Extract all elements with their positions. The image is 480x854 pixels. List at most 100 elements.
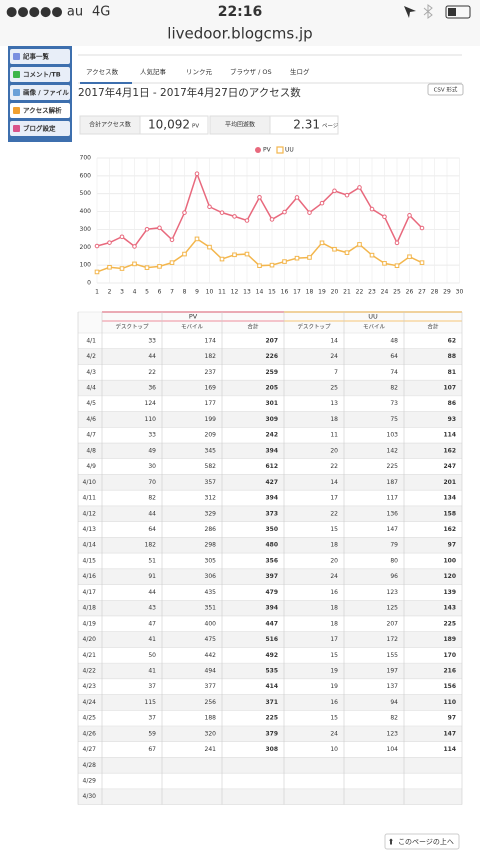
value-cell: 43 (148, 605, 156, 612)
x-tick-label: 26 (406, 289, 414, 296)
x-tick-label: 18 (306, 289, 314, 296)
sidebar-item[interactable] (10, 49, 70, 64)
legend-swatch (255, 147, 261, 153)
value-cell: 142 (387, 447, 399, 454)
value-cell: 13 (330, 400, 338, 407)
value-cell: 81 (448, 369, 456, 376)
sidebar-item[interactable] (10, 67, 70, 82)
value-cell: 516 (265, 636, 278, 643)
value-cell: 134 (443, 495, 456, 502)
group-label: PV (189, 313, 198, 321)
value-cell: 435 (205, 589, 217, 596)
point (419, 225, 425, 231)
row-stripe (78, 568, 462, 585)
summary-label: 平均回遊数 (225, 121, 255, 129)
x-tick-label: 20 (331, 289, 339, 296)
tab[interactable]: リンク元 (186, 68, 213, 76)
point (194, 171, 200, 177)
value-cell: 41 (148, 667, 156, 674)
value-cell: 33 (148, 432, 156, 439)
y-tick-label: 200 (80, 244, 92, 251)
csv-button[interactable] (427, 83, 464, 96)
tab[interactable]: 生ログ (290, 67, 310, 76)
value-cell: 475 (205, 636, 217, 643)
point (244, 218, 250, 223)
row-stripe (78, 631, 462, 648)
url[interactable]: livedoor.blogcms.jp (167, 25, 312, 43)
value-cell: 225 (443, 620, 456, 627)
value-cell: 37 (148, 715, 156, 722)
sidebar-label[interactable]: ブログ設定 (23, 124, 56, 133)
point (94, 243, 100, 249)
value-cell: 24 (330, 353, 338, 360)
x-tick-label: 17 (293, 289, 301, 296)
back-to-top[interactable] (384, 833, 460, 850)
tab[interactable]: 人気記事 (140, 67, 167, 76)
point (394, 240, 400, 246)
x-tick-label: 23 (368, 289, 376, 296)
point (119, 266, 125, 271)
value-cell: 18 (330, 605, 338, 612)
sidebar-label[interactable]: 記事一覧 (23, 52, 50, 61)
x-tick-label: 27 (418, 289, 426, 296)
point (119, 234, 125, 240)
value-cell: 120 (443, 573, 456, 580)
value-cell: 137 (387, 683, 399, 690)
value-cell: 207 (265, 337, 278, 344)
value-cell: 104 (387, 746, 399, 753)
value-cell: 225 (265, 715, 278, 722)
value-cell: 15 (330, 715, 338, 722)
row-stripe (78, 474, 462, 491)
sidebar-label[interactable]: 画像 / ファイル (23, 88, 69, 97)
column-label: モバイル (363, 324, 386, 331)
row-stripe (78, 443, 462, 459)
value-cell: 103 (387, 432, 399, 439)
sidebar-item[interactable] (10, 103, 70, 118)
sidebar-label[interactable]: アクセス解析 (23, 106, 62, 115)
value-cell: 216 (443, 667, 456, 674)
x-tick-label: 24 (381, 289, 389, 296)
value-cell: 162 (443, 447, 456, 454)
x-tick-label: 1 (95, 289, 99, 296)
value-cell: 147 (443, 730, 456, 737)
x-tick-label: 13 (243, 289, 251, 296)
tab[interactable]: ブラウザ / OS (230, 67, 272, 76)
value-cell: 169 (205, 385, 217, 392)
point (182, 251, 187, 257)
up-icon[interactable]: ⬆ (388, 838, 395, 847)
value-cell: 350 (265, 526, 278, 533)
x-tick-label: 5 (145, 289, 149, 296)
csv-label[interactable]: CSV 形式 (434, 86, 458, 94)
value-cell: 30 (148, 463, 156, 470)
sidebar-label[interactable]: コメント/TB (23, 71, 61, 79)
value-cell: 44 (148, 510, 156, 517)
x-tick-label: 15 (268, 289, 276, 296)
value-cell: 37 (148, 683, 156, 690)
date-cell: 4/14 (83, 542, 97, 549)
date-cell: 4/28 (83, 762, 97, 769)
y-tick-label: 700 (80, 155, 92, 162)
value-cell: 199 (205, 416, 217, 423)
back-to-top-label[interactable]: このページの上へ (398, 837, 454, 846)
value-cell: 286 (205, 526, 217, 533)
row-stripe (78, 788, 462, 805)
value-cell: 394 (265, 605, 278, 612)
sidebar-item[interactable] (10, 121, 70, 136)
value-cell: 22 (330, 463, 338, 470)
x-tick-label: 22 (356, 289, 364, 296)
value-cell: 143 (443, 605, 456, 612)
tab[interactable]: アクセス数 (86, 67, 119, 76)
point (207, 204, 212, 210)
x-tick-label: 16 (281, 289, 289, 296)
x-tick-label: 4 (133, 289, 137, 296)
date-cell: 4/7 (86, 432, 96, 439)
value-cell: 136 (387, 510, 399, 517)
point (157, 264, 162, 269)
value-cell: 189 (443, 636, 456, 643)
sidebar-item[interactable] (10, 85, 70, 100)
value-cell: 237 (205, 369, 217, 376)
date-cell: 4/27 (83, 746, 97, 753)
value-cell: 123 (387, 589, 399, 596)
date-cell: 4/5 (86, 400, 96, 407)
